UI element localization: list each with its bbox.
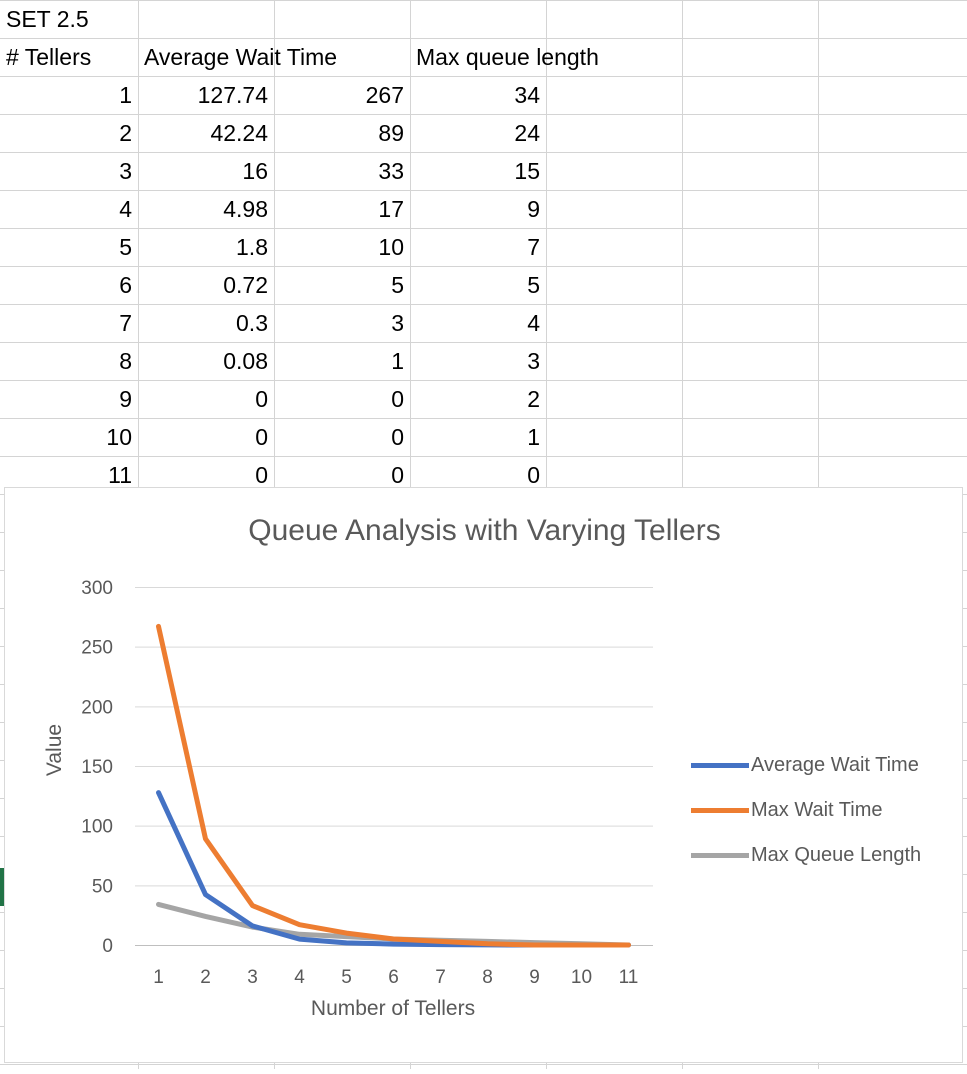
table-cell[interactable]: 0: [255, 424, 268, 450]
x-axis-title: Number of Tellers: [310, 997, 476, 1020]
x-tick-label: 6: [388, 967, 399, 988]
table-cell[interactable]: 17: [378, 196, 404, 222]
table-cell[interactable]: 1: [527, 424, 540, 450]
header-cell[interactable]: Max queue length: [416, 44, 599, 70]
table-cell[interactable]: 0.08: [223, 348, 268, 374]
table-cell[interactable]: 34: [514, 82, 540, 108]
table-cell[interactable]: 10: [378, 234, 404, 260]
table-cell[interactable]: 4: [527, 310, 540, 336]
table-cell[interactable]: 33: [378, 158, 404, 184]
table-cell[interactable]: 1.8: [236, 234, 268, 260]
table-cell[interactable]: 3: [527, 348, 540, 374]
table-cell[interactable]: 10: [106, 424, 132, 450]
table-cell[interactable]: 0: [255, 386, 268, 412]
table-cell[interactable]: 5: [119, 234, 132, 260]
x-tick-label: 3: [247, 967, 258, 988]
y-tick-label: 50: [92, 876, 113, 897]
y-tick-label: 250: [81, 638, 113, 659]
x-tick-label: 8: [482, 967, 493, 988]
table-cell[interactable]: 16: [242, 158, 268, 184]
selection-marker: [0, 868, 4, 906]
chart-area[interactable]: 0 50 100 150 200 250 300 1 2 3 4 5 6 7 8 9 10 11 Queue An…: [4, 487, 963, 1063]
table-cell[interactable]: 1: [119, 82, 132, 108]
y-tick-label: 0: [102, 936, 113, 957]
table-cell[interactable]: 5: [527, 272, 540, 298]
table-cell[interactable]: 11: [108, 462, 132, 488]
sheet-title-cell[interactable]: SET 2.5: [6, 6, 89, 32]
table-cell[interactable]: 0.3: [236, 310, 268, 336]
y-tick-label: 300: [81, 578, 113, 599]
x-tick-label: 2: [200, 967, 211, 988]
legend-label: Max Wait Time: [751, 799, 883, 821]
legend-swatch-max-queue-length: [691, 853, 749, 858]
table-cell[interactable]: 89: [378, 120, 404, 146]
table-cell[interactable]: 7: [527, 234, 540, 260]
y-tick-label: 200: [81, 697, 113, 718]
line-chart: 0 50 100 150 200 250 300 1 2 3 4 5 6 7 8 9 10 11: [81, 578, 653, 988]
table-cell[interactable]: 3: [391, 310, 404, 336]
table-cell[interactable]: 0: [527, 462, 540, 488]
table-cell[interactable]: 4.98: [223, 196, 268, 222]
legend-swatch-average-wait-time: [691, 763, 749, 768]
x-tick-label: 11: [619, 967, 639, 988]
table-cell[interactable]: 0: [391, 386, 404, 412]
table-cell[interactable]: 7: [119, 310, 132, 336]
header-cell[interactable]: # Tellers: [6, 44, 92, 70]
table-cell[interactable]: 127.74: [197, 82, 268, 108]
table-cell[interactable]: 2: [119, 120, 132, 146]
x-tick-label: 4: [294, 967, 305, 988]
table-cell[interactable]: 8: [119, 348, 132, 374]
table-cell[interactable]: 9: [527, 196, 540, 222]
table-cell[interactable]: 6: [119, 272, 132, 298]
legend-swatch-max-wait-time: [691, 808, 749, 813]
table-cell[interactable]: 3: [119, 158, 132, 184]
table-cell[interactable]: 9: [119, 386, 132, 412]
table-cell[interactable]: 2: [527, 386, 540, 412]
y-tick-label: 150: [81, 757, 113, 778]
table-cell[interactable]: 0: [391, 424, 404, 450]
table-cell[interactable]: 0: [255, 462, 268, 488]
table-cell[interactable]: 15: [514, 158, 540, 184]
table-cell[interactable]: 42.24: [210, 120, 268, 146]
x-tick-label: 9: [529, 967, 540, 988]
x-tick-label: 1: [153, 967, 164, 988]
table-cell[interactable]: 267: [365, 82, 404, 108]
table-cell[interactable]: 1: [391, 348, 404, 374]
table-cell[interactable]: 5: [391, 272, 404, 298]
legend-label: Average Wait Time: [751, 754, 919, 776]
x-tick-label: 5: [341, 967, 352, 988]
table-cell[interactable]: 0.72: [223, 272, 268, 298]
table-cell[interactable]: 24: [514, 120, 540, 146]
legend-label: Max Queue Length: [751, 844, 922, 866]
x-tick-label: 10: [571, 967, 592, 988]
y-axis-title: Value: [43, 723, 66, 777]
table-cell[interactable]: 0: [391, 462, 404, 488]
chart-title: Queue Analysis with Varying Tellers: [248, 514, 721, 547]
header-cell[interactable]: Average Wait Time: [144, 44, 338, 70]
y-tick-label: 100: [81, 817, 113, 838]
x-tick-label: 7: [435, 967, 446, 988]
table-cell[interactable]: 4: [119, 196, 132, 222]
series-line-max-wait-time[interactable]: [156, 623, 631, 948]
